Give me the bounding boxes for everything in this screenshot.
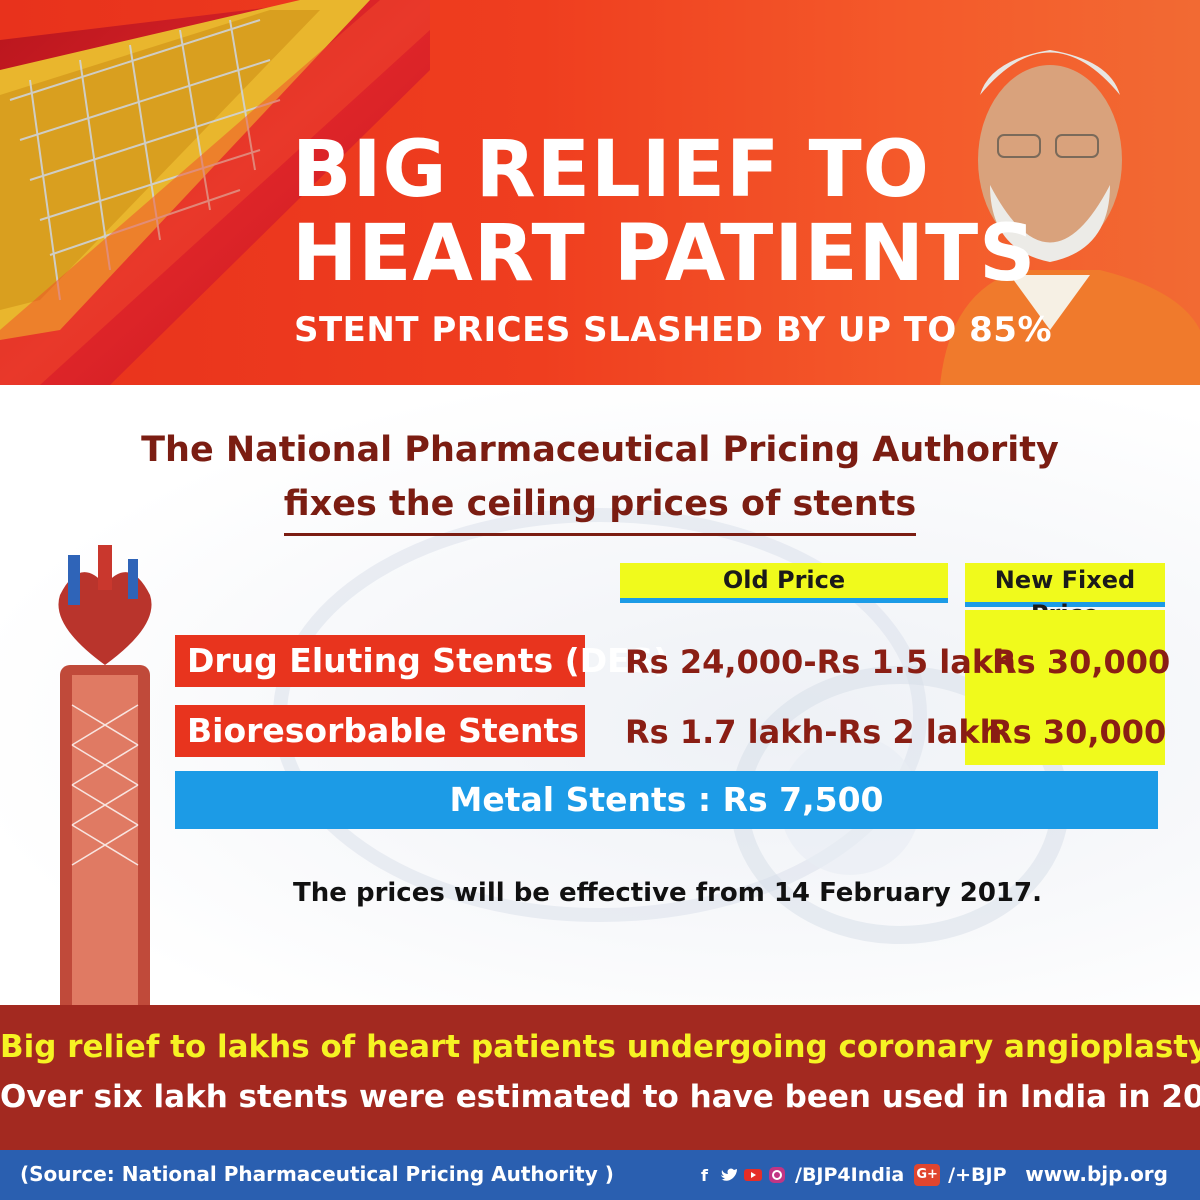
source-credit: (Source: National Pharmaceutical Pricing… — [20, 1162, 614, 1186]
headline-line-1: BIG RELIEF TO — [292, 125, 930, 215]
heart-stent-illustration — [58, 545, 152, 1005]
new-price-header: New Fixed Price — [965, 563, 1165, 628]
instagram-icon[interactable] — [767, 1165, 787, 1185]
authority-line-1: The National Pharmaceutical Pricing Auth… — [141, 430, 1059, 470]
authority-line-2: fixes the ceiling prices of stents — [283, 477, 917, 536]
svg-text:f: f — [701, 1166, 709, 1185]
main-content: The National Pharmaceutical Pricing Auth… — [0, 385, 1200, 1005]
facebook-icon[interactable]: f — [695, 1165, 715, 1185]
twitter-icon[interactable] — [719, 1165, 739, 1185]
header-banner: BIG RELIEF TO HEART PATIENTS STENT PRICE… — [0, 0, 1200, 385]
headline: BIG RELIEF TO HEART PATIENTS — [292, 125, 1037, 299]
new-price-des: Rs 30,000 — [992, 643, 1171, 681]
old-price-bioresorbable: Rs 1.7 lakh-Rs 2 lakh — [625, 713, 1003, 751]
social-handle[interactable]: /BJP4India — [795, 1164, 905, 1186]
effective-date-note: The prices will be effective from 14 Feb… — [293, 878, 1042, 908]
old-price-des: Rs 24,000-Rs 1.5 lakh — [625, 643, 1016, 681]
summary-line-1: Big relief to lakhs of heart patients un… — [0, 1029, 1200, 1065]
summary-line-2: Over six lakh stents were estimated to h… — [0, 1079, 1200, 1115]
authority-statement: The National Pharmaceutical Pricing Auth… — [0, 423, 1200, 536]
google-plus-handle[interactable]: /+BJP — [948, 1164, 1007, 1186]
new-price-bioresorbable: Rs 30,000 — [988, 713, 1167, 751]
social-links: f /BJP4India G+ /+BJP — [695, 1162, 1007, 1188]
stent-vessel-illustration — [0, 0, 430, 385]
old-price-header: Old Price — [620, 563, 948, 603]
website-link[interactable]: www.bjp.org — [1025, 1162, 1168, 1186]
metal-stents-bar: Metal Stents : Rs 7,500 — [175, 771, 1158, 829]
headline-line-2: HEART PATIENTS — [292, 209, 1037, 299]
youtube-icon[interactable] — [743, 1165, 763, 1185]
row-label-des: Drug Eluting Stents (DES) — [175, 635, 669, 687]
row-label-bioresorbable: Bioresorbable Stents — [175, 705, 585, 757]
new-price-highlight — [965, 610, 1165, 765]
subheadline: STENT PRICES SLASHED BY UP TO 85% — [294, 310, 1053, 350]
google-plus-icon[interactable]: G+ — [914, 1164, 941, 1186]
leader-portrait — [940, 50, 1200, 385]
footer-bar: (Source: National Pharmaceutical Pricing… — [0, 1150, 1200, 1200]
summary-banner: Big relief to lakhs of heart patients un… — [0, 1005, 1200, 1150]
